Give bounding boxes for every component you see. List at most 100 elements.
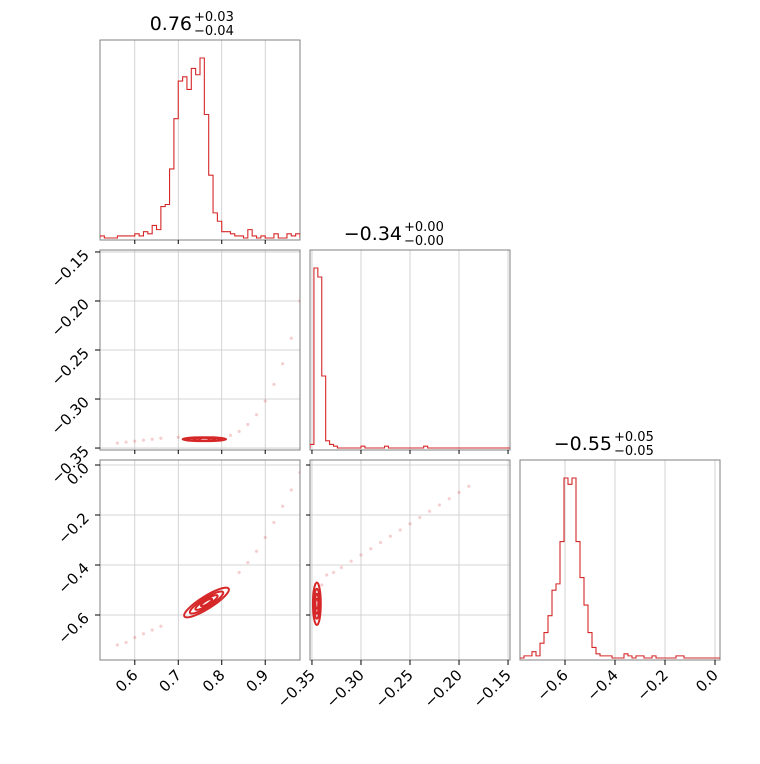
x-tick-label: 0.9 bbox=[242, 666, 272, 696]
panel-title-minus: −0.04 bbox=[194, 24, 234, 39]
scatter-point bbox=[467, 484, 471, 488]
scatter-point bbox=[359, 553, 363, 557]
x-tick-label: 0.8 bbox=[199, 666, 229, 696]
scatter-point bbox=[237, 570, 241, 575]
scatter-point bbox=[263, 535, 267, 540]
panel-2-1 bbox=[309, 459, 511, 661]
scatter-point bbox=[159, 624, 163, 628]
scatter-points bbox=[115, 470, 300, 647]
scatter-point bbox=[289, 336, 293, 340]
x-tick-label: 0.6 bbox=[112, 666, 142, 696]
scatter-point bbox=[398, 528, 402, 532]
histogram-0 bbox=[100, 57, 300, 239]
contour-level bbox=[198, 436, 211, 442]
x-tick-label: −0.6 bbox=[533, 666, 571, 704]
scatter-point bbox=[115, 441, 119, 445]
contour-level bbox=[183, 586, 230, 619]
scatter-point bbox=[457, 490, 461, 495]
panel-title-minus: −0.05 bbox=[614, 444, 654, 459]
scatter-point bbox=[124, 640, 128, 645]
histogram-1 bbox=[310, 267, 510, 449]
contour-group bbox=[311, 581, 322, 626]
x-tick-label: −0.2 bbox=[633, 666, 671, 704]
scatter-point bbox=[298, 470, 300, 475]
scatter-point bbox=[141, 632, 146, 636]
scatter-point bbox=[349, 559, 353, 563]
scatter-point bbox=[437, 503, 442, 507]
scatter-point bbox=[289, 488, 293, 492]
panel-0-0 bbox=[99, 39, 301, 241]
scatter-point bbox=[246, 560, 250, 565]
panel-frame bbox=[99, 459, 301, 661]
x-tick-label: 0.7 bbox=[155, 666, 185, 696]
scatter-point bbox=[447, 497, 451, 501]
scatter-point bbox=[369, 547, 373, 551]
scatter-point bbox=[408, 522, 412, 526]
scatter-point bbox=[272, 520, 276, 525]
scatter-point bbox=[133, 439, 137, 443]
panel-frame bbox=[519, 459, 721, 661]
panel-title-plus: +0.03 bbox=[194, 10, 234, 25]
scatter-point bbox=[298, 299, 300, 303]
contour-level bbox=[194, 594, 219, 611]
contour-group bbox=[181, 436, 228, 443]
y-tick-label: −0.30 bbox=[48, 393, 93, 438]
contour-level bbox=[199, 597, 214, 608]
panel-title-plus: +0.00 bbox=[404, 220, 444, 235]
scatter-point bbox=[325, 573, 329, 577]
panel-2-0 bbox=[99, 459, 301, 661]
scatter-point bbox=[320, 583, 324, 587]
scatter-point bbox=[228, 433, 233, 437]
panel-title-plus: +0.05 bbox=[614, 430, 654, 445]
x-tick-label: −0.4 bbox=[583, 666, 621, 704]
scatter-point bbox=[272, 382, 276, 386]
x-tick-label: −0.35 bbox=[274, 666, 319, 711]
scatter-point bbox=[159, 436, 163, 440]
panel-title-value: −0.34 bbox=[344, 223, 402, 245]
x-tick-label: −0.20 bbox=[421, 666, 466, 711]
scatter-point bbox=[281, 504, 285, 508]
panel-1-1 bbox=[309, 249, 511, 451]
scatter-point bbox=[263, 399, 267, 403]
y-tick-label: −0.2 bbox=[54, 509, 92, 547]
histogram-2 bbox=[520, 477, 720, 659]
scatter-point bbox=[246, 422, 250, 427]
scatter-point bbox=[176, 435, 180, 439]
y-tick-label: −0.15 bbox=[48, 246, 93, 291]
scatter-point bbox=[150, 437, 154, 441]
scatter-points bbox=[315, 484, 471, 607]
scatter-point bbox=[254, 413, 259, 417]
contour-group bbox=[183, 586, 230, 619]
scatter-point bbox=[133, 635, 137, 640]
scatter-points bbox=[115, 299, 300, 445]
x-tick-label: −0.15 bbox=[470, 666, 515, 711]
y-tick-label: −0.4 bbox=[54, 559, 92, 597]
scatter-point bbox=[418, 515, 422, 520]
scatter-point bbox=[124, 440, 128, 444]
scatter-point bbox=[281, 362, 285, 366]
panel-1-0 bbox=[99, 249, 301, 451]
scatter-point bbox=[339, 565, 343, 570]
scatter-point bbox=[378, 540, 383, 545]
scatter-point bbox=[428, 509, 432, 513]
y-tick-label: −0.25 bbox=[48, 344, 93, 389]
scatter-point bbox=[331, 570, 336, 575]
panel-2-2 bbox=[519, 459, 721, 661]
panel-title-value: −0.55 bbox=[554, 433, 612, 455]
contour-level bbox=[314, 597, 320, 610]
scatter-point bbox=[141, 438, 146, 442]
x-tick-label: −0.30 bbox=[323, 666, 368, 711]
y-tick-label: −0.20 bbox=[48, 295, 93, 340]
x-tick-label: 0.0 bbox=[692, 666, 722, 696]
panel-title-value: 0.76 bbox=[150, 13, 192, 35]
scatter-point bbox=[150, 628, 154, 632]
y-tick-label: −0.6 bbox=[54, 609, 92, 647]
scatter-point bbox=[254, 549, 259, 553]
scatter-point bbox=[388, 534, 392, 538]
scatter-point bbox=[237, 429, 241, 433]
contour-level bbox=[188, 590, 225, 615]
panel-title-minus: −0.00 bbox=[404, 234, 444, 249]
x-tick-label: −0.25 bbox=[372, 666, 417, 711]
